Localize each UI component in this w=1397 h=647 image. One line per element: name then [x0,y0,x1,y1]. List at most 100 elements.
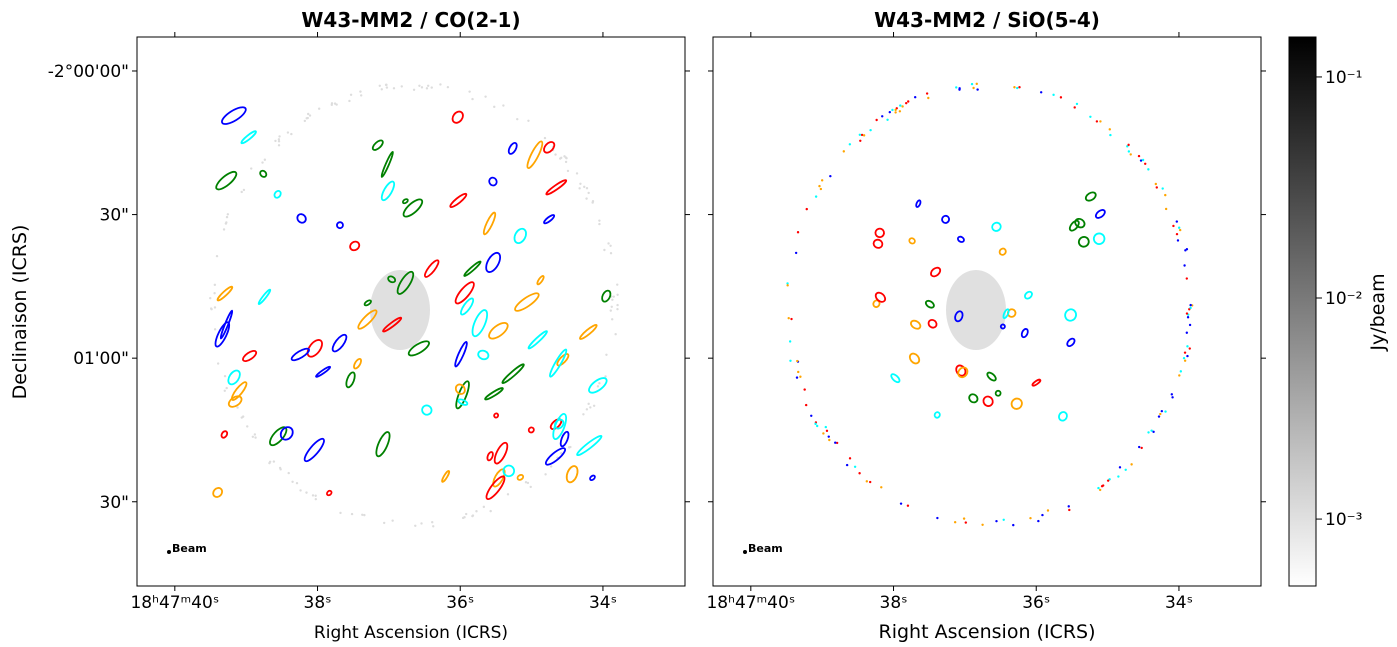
noise-dot [468,90,471,93]
noise-dot [611,298,614,301]
noise-dot [303,119,307,123]
contour [463,260,482,277]
noise-dot [1147,168,1150,171]
noise-dot [1183,351,1187,354]
noise-dot [819,187,823,191]
noise-dot [295,481,299,485]
noise-dot [359,94,363,97]
contour [349,240,361,252]
contour [1002,308,1010,320]
contour [545,179,568,196]
noise-dot [1176,239,1180,242]
contour [1058,411,1068,422]
contour [915,199,922,208]
noise-dot [1013,86,1016,89]
contour [543,214,556,225]
contour [507,142,518,155]
noise-dot [339,511,342,515]
noise-dot [1124,468,1127,471]
noise-dot [210,307,213,311]
contour [874,291,887,303]
noise-dot [958,87,961,90]
noise-dot [261,161,264,164]
noise-dot [913,96,917,99]
contour [933,411,941,419]
noise-dot [1189,303,1192,307]
noise-dot [790,317,793,321]
noise-dot [1147,431,1150,434]
noise-dot [822,432,825,435]
y-axis-label: Declinaison (ICRS) [9,225,31,400]
noise-dot [349,93,353,96]
contour [1010,397,1023,410]
noise-dot [888,110,891,114]
noise-dot [953,521,957,524]
noise-dot [598,219,601,222]
contour [1068,219,1080,232]
noise-dot [311,494,315,497]
noise-dot [612,295,615,298]
contour [994,389,1002,397]
noise-dot [596,385,600,388]
noise-dot [1097,486,1100,490]
noise-dot [605,353,608,357]
contour [336,221,344,230]
contour [553,418,565,430]
noise-dot [962,517,966,520]
contour [353,357,362,370]
noise-dot [995,519,998,523]
noise-dot [587,191,590,195]
contour [460,297,475,316]
noise-dot [907,100,910,103]
emission [370,270,430,350]
noise-dot [1164,193,1167,197]
contour [601,289,612,303]
noise-dot [869,480,872,484]
contour [220,430,229,439]
noise-dot [1052,93,1055,97]
contour [382,316,403,333]
noise-dot [796,231,800,234]
contour [227,369,241,386]
contour [230,381,248,401]
noise-dot [905,101,908,105]
colorbar-tick-label: 10⁻¹ [1325,68,1362,88]
noise-dot [225,221,228,224]
noise-dot [215,254,219,258]
x-axis-label: Right Ascension (ICRS) [879,621,1096,643]
contour [471,309,489,338]
y-tick-label: 30" [100,206,129,226]
panel-title: W43-MM2 / SiO(5-4) [874,8,1100,32]
noise-dot [1171,396,1174,399]
noise-dot [263,158,267,161]
contour [488,322,509,340]
noise-dot [1095,120,1099,123]
noise-dot [1039,91,1043,94]
noise-dot [858,133,862,137]
beam-label: Beam [748,542,783,555]
contour [493,441,509,465]
x-tick-label: 36ˢ [446,593,474,613]
colorbar-label: Jy/beam [1367,273,1389,351]
noise-dot [1137,445,1141,449]
noise-dot [1159,412,1162,416]
noise-dot [1117,475,1120,478]
contour [1092,232,1106,245]
contour [345,371,356,389]
noise-dot [246,425,249,428]
noise-dot [575,172,579,175]
noise-dot [848,457,852,460]
noise-dot [616,303,619,307]
noise-dot [391,519,394,522]
x-tick-label: 34ˢ [1165,593,1193,613]
noise-dot [814,195,818,198]
noise-dot [853,465,857,468]
noise-dot [583,185,586,189]
noise-dot [254,436,257,439]
y-tick-label: -2°00'00" [48,62,129,82]
noise-dot [578,187,581,190]
noise-dot [464,512,468,516]
contour [486,451,494,462]
noise-dot [420,86,424,89]
noise-dot [527,119,530,122]
